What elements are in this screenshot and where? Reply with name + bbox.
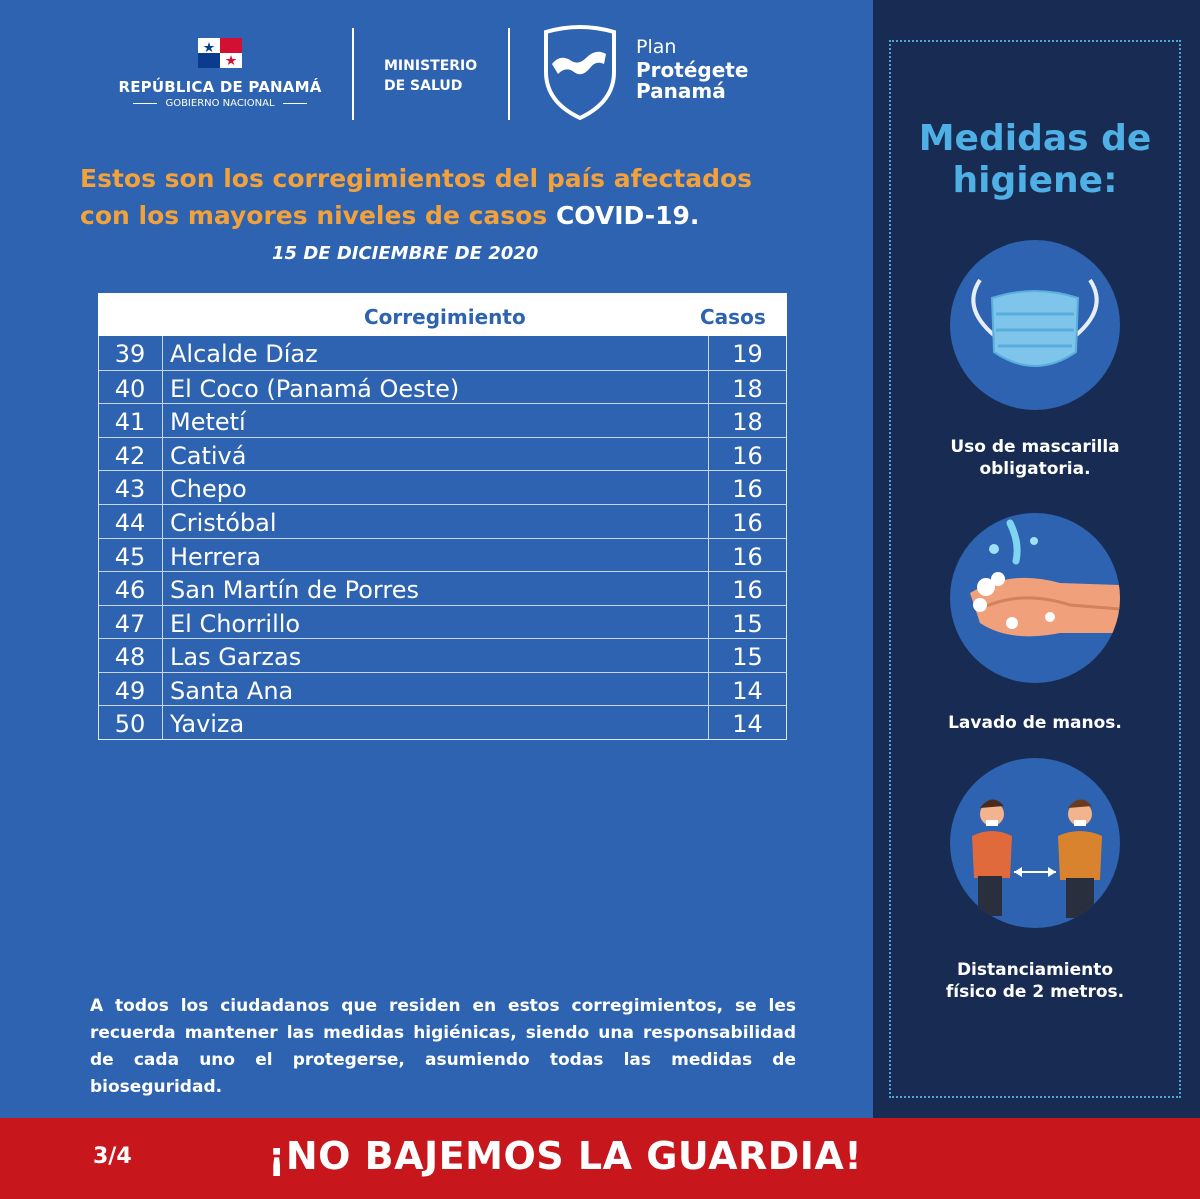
table-header: Corregimiento Casos [98, 293, 787, 336]
table-body: 39 Alcalde Díaz 19 40 El Coco (Panamá Oeste)… [98, 336, 787, 740]
republic-subtitle: GOBIERNO NACIONAL [100, 98, 340, 109]
column-header-corregimiento: Corregimiento [364, 305, 526, 329]
row-corregimiento: Yaviza [170, 710, 245, 739]
row-number: 46 [114, 576, 146, 605]
social-distance-icon [950, 758, 1120, 928]
sidebar-title-line1: Medidas de [918, 118, 1152, 159]
headline-line1: Estos son los corregimientos del país af… [80, 164, 753, 193]
row-cases: 14 [732, 676, 763, 705]
plan-name-line2: Panamá [636, 79, 726, 103]
headline-line2: con los mayores niveles de casos COVID-1… [80, 201, 700, 230]
row-cases: 15 [732, 643, 763, 672]
caption-distance-line2: físico de 2 metros. [945, 982, 1125, 1002]
row-corregimiento: Las Garzas [170, 643, 302, 672]
hand-washing-icon [950, 513, 1120, 683]
row-corregimiento: Santa Ana [170, 676, 294, 705]
table-row: 48 Las Garzas 15 [99, 638, 786, 672]
row-cases: 16 [732, 542, 763, 571]
table-row: 39 Alcalde Díaz 19 [99, 336, 786, 370]
report-date: 15 DE DICIEMBRE DE 2020 [272, 243, 539, 264]
row-corregimiento: Metetí [170, 408, 246, 437]
caption-mask-line1: Uso de mascarilla [950, 437, 1120, 457]
row-corregimiento: Alcalde Díaz [170, 340, 318, 368]
row-cases: 18 [732, 374, 763, 403]
row-number: 40 [114, 374, 146, 403]
headline-covid: COVID-19. [555, 201, 700, 230]
row-number: 48 [114, 643, 146, 672]
row-corregimiento: Chepo [170, 475, 247, 504]
table-row: 47 El Chorrillo 15 [99, 604, 786, 639]
row-number: 49 [114, 676, 146, 705]
shield-map-icon [544, 25, 616, 120]
row-cases: 15 [732, 609, 763, 638]
row-number: 39 [114, 340, 146, 368]
row-number: 42 [114, 441, 146, 470]
footer-slogan: ¡NO BAJEMOS LA GUARDIA! [268, 1134, 863, 1178]
row-corregimiento: El Coco (Panamá Oeste) [170, 374, 460, 403]
row-number: 43 [114, 475, 146, 504]
row-number: 50 [114, 710, 146, 739]
citizen-note: A todos los ciudadanos que residen en es… [90, 996, 796, 1097]
row-corregimiento: Herrera [170, 542, 261, 571]
table-row: 45 Herrera 16 [99, 537, 786, 572]
table-row: 46 San Martín de Porres 16 [99, 571, 786, 605]
row-cases: 16 [732, 441, 763, 470]
row-cases: 16 [732, 475, 763, 504]
sidebar-title-line2: higiene: [952, 160, 1118, 201]
table-row: 49 Santa Ana 14 [99, 671, 786, 706]
caption-mask-line2: obligatoria. [979, 459, 1091, 479]
table-row: 44 Cristóbal 16 [99, 503, 786, 538]
caption-distance-line1: Distanciamiento [956, 960, 1114, 980]
table-row: 40 El Coco (Panamá Oeste) 18 [99, 369, 786, 404]
caption-handwash: Lavado de manos. [948, 713, 1122, 733]
row-corregimiento: San Martín de Porres [170, 576, 419, 605]
footer-banner [0, 1118, 1200, 1199]
republic-title: REPÚBLICA DE PANAMÁ [118, 78, 322, 96]
row-number: 41 [114, 408, 146, 437]
row-cases: 16 [732, 508, 763, 537]
row-cases: 19 [732, 340, 763, 368]
row-corregimiento: Cristóbal [170, 508, 277, 537]
plan-label: Plan [636, 36, 677, 58]
main-panel [0, 0, 873, 1118]
panama-flag-icon [198, 38, 242, 68]
table-row: 42 Cativá 16 [99, 436, 786, 471]
plan-name-line1: Protégete [636, 58, 749, 82]
row-corregimiento: Cativá [170, 441, 247, 470]
table-row: 50 Yaviza 14 [99, 705, 786, 739]
row-number: 47 [114, 609, 146, 638]
ministry-line2: DE SALUD [384, 78, 463, 94]
row-cases: 18 [732, 408, 763, 437]
header-divider [508, 28, 510, 120]
row-corregimiento: El Chorrillo [170, 609, 301, 638]
table-row: 41 Metetí 18 [99, 403, 786, 437]
face-mask-icon [950, 240, 1120, 410]
sidebar-dotted-frame [889, 40, 1181, 1098]
page-indicator: 3/4 [93, 1144, 132, 1169]
row-cases: 16 [732, 576, 763, 605]
row-cases: 14 [732, 710, 763, 739]
column-header-casos: Casos [700, 305, 766, 329]
header-divider [352, 28, 354, 120]
row-number: 44 [114, 508, 146, 537]
row-number: 45 [114, 542, 146, 571]
ministry-line1: MINISTERIO [384, 58, 478, 74]
table-row: 43 Chepo 16 [99, 470, 786, 504]
